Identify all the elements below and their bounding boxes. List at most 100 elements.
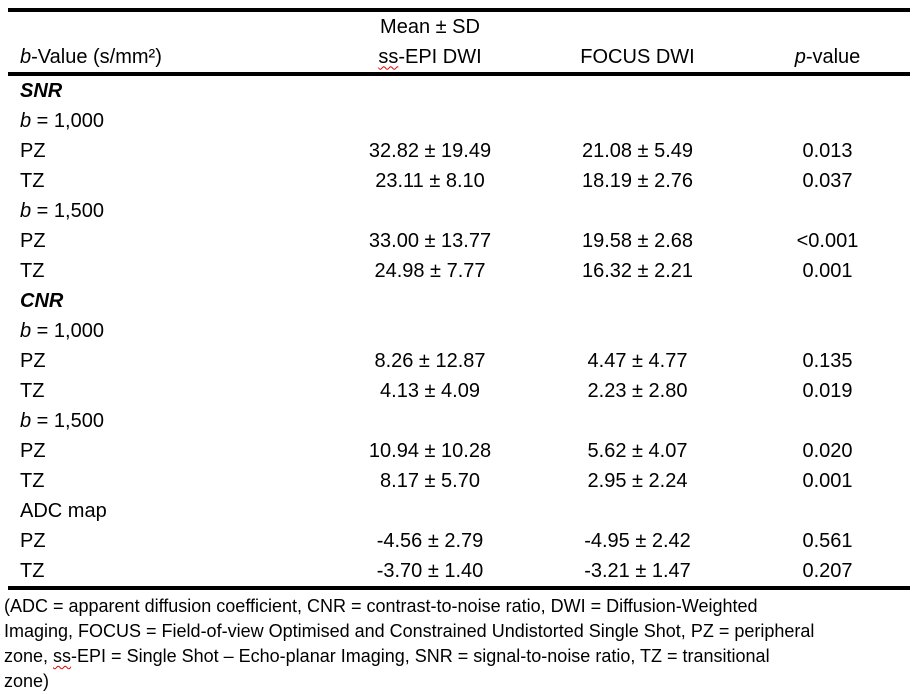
p-value-rest-part: -value (805, 45, 861, 68)
cell-p-value: <0.001 (796, 229, 859, 252)
cell-focus-dwi (530, 286, 745, 316)
p-value-italic-part: p (794, 45, 806, 68)
row-label: b = 1,500 (20, 199, 104, 222)
cell-p-value: 0.037 (802, 169, 853, 192)
cell-p-value: 0.019 (802, 379, 853, 402)
row-label: TZ (20, 169, 45, 192)
column-header-mean-sd: Mean ± SD (380, 15, 480, 38)
table-row: b = 1,000 (8, 316, 910, 346)
cell-p-value: 0.020 (802, 439, 853, 462)
row-label: TZ (20, 559, 45, 582)
cell-focus-dwi (530, 496, 745, 526)
cell-focus-dwi: 19.58 ± 2.68 (581, 229, 694, 252)
ssepi-rest-part: -EPI DWI (398, 45, 482, 68)
table-row: TZ 4.13 ± 4.09 2.23 ± 2.80 0.019 (8, 376, 910, 406)
b-value-rest-part: -Value (s/mm²) (31, 45, 162, 68)
footnote-line: Imaging, FOCUS = Field-of-view Optimised… (4, 621, 815, 641)
b-italic-part: b (20, 199, 32, 222)
header-spacer (745, 10, 910, 42)
row-label: PZ (20, 439, 46, 462)
b-italic-part: b (20, 319, 32, 342)
cell-p-value (745, 406, 910, 436)
cell-focus-dwi (530, 316, 745, 346)
cell-ssepi-dwi: 8.26 ± 12.87 (374, 349, 486, 372)
header-spacer (8, 10, 330, 42)
cell-focus-dwi: 21.08 ± 5.49 (581, 139, 694, 162)
table-row: TZ 23.11 ± 8.10 18.19 ± 2.76 0.037 (8, 166, 910, 196)
cell-ssepi-dwi: -4.56 ± 2.79 (376, 529, 484, 552)
cell-p-value: 0.001 (802, 259, 853, 282)
cell-focus-dwi: 2.95 ± 2.24 (587, 469, 688, 492)
cell-p-value: 0.207 (802, 559, 853, 582)
b-value-italic-part: b (20, 45, 32, 68)
cell-focus-dwi: 18.19 ± 2.76 (581, 169, 694, 192)
cell-p-value (745, 286, 910, 316)
row-label: PZ (20, 229, 46, 252)
b-italic-part: b (20, 409, 32, 432)
cell-ssepi-dwi: 24.98 ± 7.77 (374, 259, 486, 282)
header-row-mean-sd: Mean ± SD (8, 10, 910, 42)
cell-ssepi-dwi (330, 286, 530, 316)
table-row: PZ -4.56 ± 2.79 -4.95 ± 2.42 0.561 (8, 526, 910, 556)
cell-focus-dwi (530, 196, 745, 226)
row-label: b = 1,000 (20, 109, 104, 132)
table-row: b = 1,000 (8, 106, 910, 136)
row-label: ADC map (20, 499, 107, 522)
column-header-b-value: b-Value (s/mm²) (8, 42, 330, 76)
row-label: CNR (20, 289, 64, 312)
cell-p-value: 0.013 (802, 139, 853, 162)
cell-p-value: 0.135 (802, 349, 853, 372)
row-label: b = 1,000 (20, 319, 104, 342)
cell-ssepi-dwi: 4.13 ± 4.09 (380, 379, 480, 402)
table-row: ADC map (8, 496, 910, 526)
cell-ssepi-dwi (330, 196, 530, 226)
footnote: (ADC = apparent diffusion coefficient, C… (4, 594, 918, 694)
column-header-ssepi-dwi: ss-EPI DWI (330, 42, 530, 76)
row-label: SNR (20, 79, 63, 102)
cell-focus-dwi (530, 74, 745, 106)
cell-p-value: 0.561 (802, 529, 853, 552)
cell-p-value (745, 316, 910, 346)
cell-ssepi-dwi: 32.82 ± 19.49 (368, 139, 492, 162)
cell-focus-dwi: -4.95 ± 2.42 (584, 529, 691, 552)
table-row: TZ 8.17 ± 5.70 2.95 ± 2.24 0.001 (8, 466, 910, 496)
table-row: PZ 33.00 ± 13.77 19.58 ± 2.68 <0.001 (8, 226, 910, 256)
cell-ssepi-dwi: 33.00 ± 13.77 (368, 229, 492, 252)
row-label: PZ (20, 139, 46, 162)
cell-p-value (745, 496, 910, 526)
table-row: b = 1,500 (8, 196, 910, 226)
cell-p-value: 0.001 (802, 469, 853, 492)
footnote-line: (ADC = apparent diffusion coefficient, C… (4, 596, 758, 616)
cell-focus-dwi: -3.21 ± 1.47 (584, 559, 691, 582)
cell-focus-dwi (530, 406, 745, 436)
cell-focus-dwi: 2.23 ± 2.80 (587, 379, 688, 402)
cell-ssepi-dwi: 10.94 ± 10.28 (368, 439, 492, 462)
cell-focus-dwi: 16.32 ± 2.21 (581, 259, 694, 282)
column-header-focus-dwi: FOCUS DWI (530, 42, 745, 76)
table-row: TZ 24.98 ± 7.77 16.32 ± 2.21 0.001 (8, 256, 910, 286)
table-header: Mean ± SD b-Value (s/mm²) ss-EPI DWI FOC… (8, 10, 910, 76)
row-label: b = 1,500 (20, 409, 104, 432)
cell-p-value (745, 74, 910, 106)
table-row: b = 1,500 (8, 406, 910, 436)
row-label: TZ (20, 259, 45, 282)
cell-ssepi-dwi (330, 106, 530, 136)
cell-ssepi-dwi (330, 406, 530, 436)
ssepi-wavy-part: ss (378, 45, 399, 68)
column-header-p-value: p-value (745, 42, 910, 76)
table-body: SNR b = 1,000 PZ 32.82 ± 19.49 21.08 ± 5.49 0… (8, 74, 910, 588)
table-row: PZ 8.26 ± 12.87 4.47 ± 4.77 0.135 (8, 346, 910, 376)
cell-focus-dwi: 4.47 ± 4.77 (587, 349, 688, 372)
footnote-line: zone, ss-EPI = Single Shot – Echo-planar… (4, 646, 770, 666)
cell-ssepi-dwi (330, 316, 530, 346)
row-label: PZ (20, 349, 46, 372)
results-table: Mean ± SD b-Value (s/mm²) ss-EPI DWI FOC… (8, 8, 910, 590)
ssepi-wavy-part: ss (53, 646, 72, 666)
cell-p-value (745, 106, 910, 136)
cell-ssepi-dwi: 23.11 ± 8.10 (375, 169, 485, 192)
b-italic-part: b (20, 109, 32, 132)
row-label: TZ (20, 469, 45, 492)
cell-focus-dwi: 5.62 ± 4.07 (587, 439, 688, 462)
cell-ssepi-dwi: -3.70 ± 1.40 (376, 559, 484, 582)
row-label: PZ (20, 529, 46, 552)
